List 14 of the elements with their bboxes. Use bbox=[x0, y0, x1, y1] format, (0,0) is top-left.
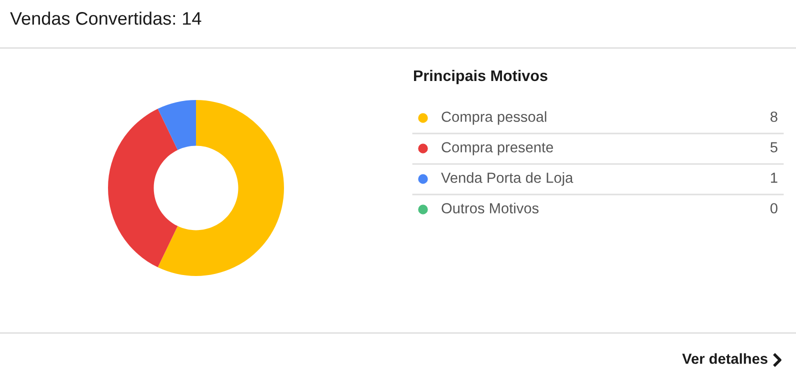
legend-label: Compra pessoal bbox=[442, 111, 546, 125]
legend-title: Principais Motivos bbox=[414, 70, 548, 84]
chart-title: Vendas Convertidas: 14 bbox=[10, 12, 202, 25]
donut-slice bbox=[108, 108, 178, 268]
legend-label: Venda Porta de Loja bbox=[441, 172, 574, 186]
data-label: 1 bbox=[771, 172, 778, 183]
text: Ver detalhes bbox=[682, 353, 768, 364]
data-label: 8 bbox=[770, 112, 778, 122]
donut-slice bbox=[158, 100, 284, 276]
legend-label: Compra presente bbox=[442, 142, 554, 156]
text: 0 bbox=[770, 203, 778, 214]
donut-slice bbox=[158, 100, 196, 150]
legend-label: Outros Motivos bbox=[442, 202, 539, 214]
data-label: 5 bbox=[770, 142, 778, 152]
